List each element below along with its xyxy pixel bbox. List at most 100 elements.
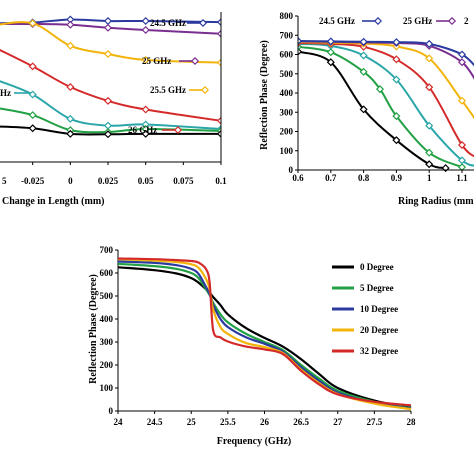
panelB-point xyxy=(392,55,401,64)
panelA-point xyxy=(141,129,150,138)
panelC-series-line xyxy=(117,266,412,409)
panelB-annotation-partial: 2 xyxy=(464,16,469,26)
panelC-legend: 0 Degree 5 Degree 10 Degree 20 Degree 32 Deg… xyxy=(332,262,398,356)
panelB-point xyxy=(298,36,303,46)
panelA-point xyxy=(216,58,221,67)
panelB-xlabel: Ring Radius (mm) xyxy=(398,196,474,207)
panelA-series-line xyxy=(0,80,221,130)
panelB-annotation-label: 24.5 GHz xyxy=(319,16,355,26)
panelA-xtick-label: 0.05 xyxy=(138,176,154,186)
panelB-point xyxy=(326,58,335,67)
panelB-ytick-label: 700 xyxy=(280,30,294,40)
panelA-point xyxy=(66,41,75,50)
panelA-point xyxy=(28,62,37,71)
panelA-point xyxy=(103,16,113,26)
panelB-ytick-label: 300 xyxy=(280,107,294,117)
panelB-point xyxy=(441,164,450,172)
panelB-xtick-label: 0.6 xyxy=(292,173,304,183)
panelA-point xyxy=(141,105,150,114)
panelB-point xyxy=(359,105,368,114)
panelA-annotation-label: 24.5 GHz xyxy=(150,18,186,28)
panelA-annotation-label: 26 GHz xyxy=(128,125,157,135)
panelC-series-line xyxy=(117,262,412,410)
panelC-ytick-label: 200 xyxy=(100,360,114,370)
panelA-point xyxy=(28,111,37,120)
panelA-point xyxy=(216,116,221,125)
panelA-point xyxy=(141,55,150,65)
panelA-point xyxy=(216,29,221,38)
panelB-point xyxy=(392,75,401,84)
panelA-xlabel: Change in Length (mm) xyxy=(2,196,105,207)
panelA-xtick-label: 0.1 xyxy=(215,176,227,186)
panelA-point xyxy=(66,114,75,123)
panelB-point xyxy=(425,54,434,63)
panelC-ylabel: Reflection Phase (Degree) xyxy=(88,274,99,384)
panelB-ytick-label: 500 xyxy=(280,69,294,79)
panelB-point xyxy=(425,39,434,48)
panelC-ytick-label: 0 xyxy=(109,406,114,416)
panelA-point xyxy=(141,25,150,35)
panelC-xtick-label: 25.5 xyxy=(220,417,236,427)
panelC-series-line xyxy=(117,260,412,410)
panelC-legend-label: 10 Degree xyxy=(360,304,398,314)
panelC-xtick-label: 26 xyxy=(260,417,270,427)
panelB-point xyxy=(457,140,467,150)
panel-frequency-sweep: Reflection Phase (Degree) Frequency (GHz… xyxy=(88,245,416,447)
panelB-xtick-label: 0.7 xyxy=(325,173,337,183)
panelC-xtick-label: 27 xyxy=(333,417,343,427)
panelA-point xyxy=(28,124,37,133)
panelA-point xyxy=(66,20,75,29)
panelB-point xyxy=(392,136,401,145)
panelA-point xyxy=(103,121,113,130)
panelB-point xyxy=(425,160,434,169)
panelA-annotation-label: 25 GHz xyxy=(142,56,171,66)
panelA-point xyxy=(216,18,221,27)
panelC-xtick-label: 25 xyxy=(187,417,197,427)
panelB-annotation-label: 25 GHz xyxy=(403,16,432,26)
panel-length-sweep: Change in Length (mm) -0.025 0 0.025 0.05 0.… xyxy=(0,12,227,207)
panelC-legend-label: 32 Degree xyxy=(360,346,398,356)
panelC-legend-label: 5 Degree xyxy=(360,283,394,293)
panelC-legend-label: 0 Degree xyxy=(360,262,394,272)
panelB-point xyxy=(425,121,434,130)
panelB-plot-area xyxy=(298,36,474,172)
panelB-point xyxy=(392,112,401,121)
panelC-ytick-label: 700 xyxy=(100,245,114,255)
panelB-ytick-label: 100 xyxy=(280,146,294,156)
panelC-xtick-label: 26.5 xyxy=(293,417,309,427)
panelB-point xyxy=(425,148,434,157)
panelC-ytick-label: 300 xyxy=(100,337,114,347)
panelA-xtick-label: -0.025 xyxy=(21,176,45,186)
panelB-point xyxy=(457,58,467,67)
panelB-ytick-label: 600 xyxy=(280,50,294,60)
panelA-xtick-label-partial: 5 xyxy=(2,176,7,186)
panel-ring-radius-sweep: Reflection Phase (Degree) Ring Radius (m… xyxy=(259,11,474,207)
panelA-point xyxy=(28,90,37,99)
panelC-legend-label: 20 Degree xyxy=(360,325,398,335)
panelC-ytick-label: 100 xyxy=(100,383,114,393)
panelC-series-line xyxy=(117,257,412,407)
panelA-point xyxy=(103,49,113,59)
panelB-point xyxy=(326,48,335,57)
panelB-point xyxy=(457,96,467,105)
panelB-annotation-marker xyxy=(447,16,457,26)
panelB-point xyxy=(359,37,368,46)
panelB-point xyxy=(326,37,335,46)
panelC-xtick-label: 24 xyxy=(114,417,124,427)
panelB-ytick-label: 400 xyxy=(280,88,294,98)
panelA-series-line xyxy=(0,48,221,122)
panelA-annotation-partial: Hz xyxy=(0,88,11,98)
panelB-point xyxy=(375,85,385,94)
panelB-series-line xyxy=(298,50,446,170)
panelB-xtick-label: 1.1 xyxy=(456,173,468,183)
panelA-annotation-marker xyxy=(173,125,183,135)
panelB-point xyxy=(457,156,467,165)
panelA-xtick-label: 0.025 xyxy=(98,176,119,186)
panelB-point xyxy=(457,163,467,172)
panelC-xlabel: Frequency (GHz) xyxy=(217,436,292,447)
panelA-annotation-label: 25.5 GHz xyxy=(150,85,186,95)
panelA-point xyxy=(66,82,75,92)
panelC-ytick-label: 500 xyxy=(100,291,114,301)
panelB-point xyxy=(359,67,368,76)
